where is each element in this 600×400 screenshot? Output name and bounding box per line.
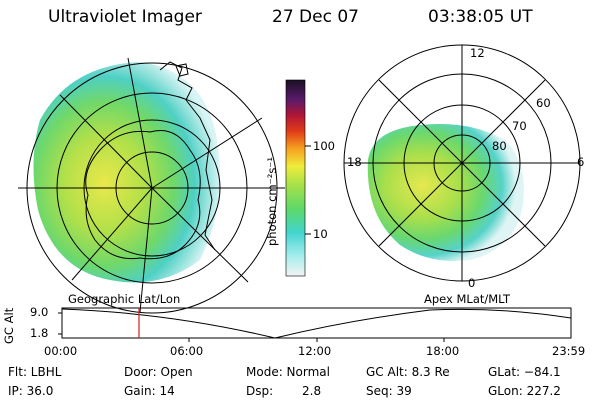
mlat-label-60: 60 xyxy=(536,96,551,110)
observation-date: 27 Dec 07 xyxy=(272,7,359,27)
geo-longitude-info: GLon: 227.2 xyxy=(488,384,561,398)
colorbar-tick: 100 xyxy=(313,139,335,153)
apex-caption: Apex MLat/MLT xyxy=(424,292,511,306)
mlt-label-0: 0 xyxy=(468,276,476,290)
gain-info: Gain: 14 xyxy=(124,384,175,398)
gc-altitude-info: GC Alt: 8.3 Re xyxy=(366,365,450,379)
mlt-label-12: 12 xyxy=(470,46,485,60)
ip-info: IP: 36.0 xyxy=(8,384,54,398)
apex-mlt-line xyxy=(378,79,546,247)
altitude-xtick: 12:00 xyxy=(298,344,332,358)
colorbar-scale xyxy=(285,79,306,277)
geo-meridian xyxy=(127,57,153,189)
filter-info: Flt: LBHL xyxy=(8,365,62,379)
apex-map xyxy=(343,44,581,282)
apex-auroral-emission xyxy=(367,124,524,261)
altitude-xtick: 18:00 xyxy=(426,344,460,358)
mlt-label-6: 6 xyxy=(577,155,585,169)
geo-auroral-emission xyxy=(33,62,220,283)
geo-latitude-info: GLat: −84.1 xyxy=(488,365,561,379)
geo-meridian xyxy=(71,187,153,281)
geo-meridian xyxy=(139,187,153,313)
geo-caption: Geographic Lat/Lon xyxy=(68,292,181,306)
geo-coastline xyxy=(159,61,216,251)
geographic-map xyxy=(18,57,285,314)
altitude-xtick: 06:00 xyxy=(170,344,204,358)
mlat-label-80: 80 xyxy=(492,139,507,153)
altitude-xtick: 00:00 xyxy=(44,344,78,358)
mode-info: Mode: Normal xyxy=(246,365,330,379)
mlat-label-70: 70 xyxy=(512,119,527,133)
altitude-ytick: 9.0 xyxy=(30,305,49,319)
instrument-title: Ultraviolet Imager xyxy=(48,7,202,27)
colorbar xyxy=(285,79,311,277)
dsp-value: 2.8 xyxy=(302,384,322,398)
dsp-label: Dsp: xyxy=(246,384,274,398)
sequence-info: Seq: 39 xyxy=(366,384,412,398)
geo-coastline xyxy=(85,130,201,260)
altitude-plot xyxy=(58,307,572,342)
altitude-trace xyxy=(61,308,572,339)
colorbar-units: photon cm⁻²s⁻¹ xyxy=(265,157,279,246)
colorbar-tick: 10 xyxy=(313,227,328,241)
geo-meridian xyxy=(151,187,249,283)
geo-coastline xyxy=(175,63,189,77)
observation-time: 03:38:05 UT xyxy=(428,7,533,27)
altitude-ytick: 1.8 xyxy=(30,326,49,340)
geo-meridian xyxy=(151,117,263,189)
altitude-ylabel: GC Alt xyxy=(2,307,16,344)
altitude-xtick: 23:59 xyxy=(552,344,586,358)
mlt-label-18: 18 xyxy=(347,155,362,169)
door-info: Door: Open xyxy=(124,365,193,379)
geo-meridian xyxy=(59,94,153,189)
